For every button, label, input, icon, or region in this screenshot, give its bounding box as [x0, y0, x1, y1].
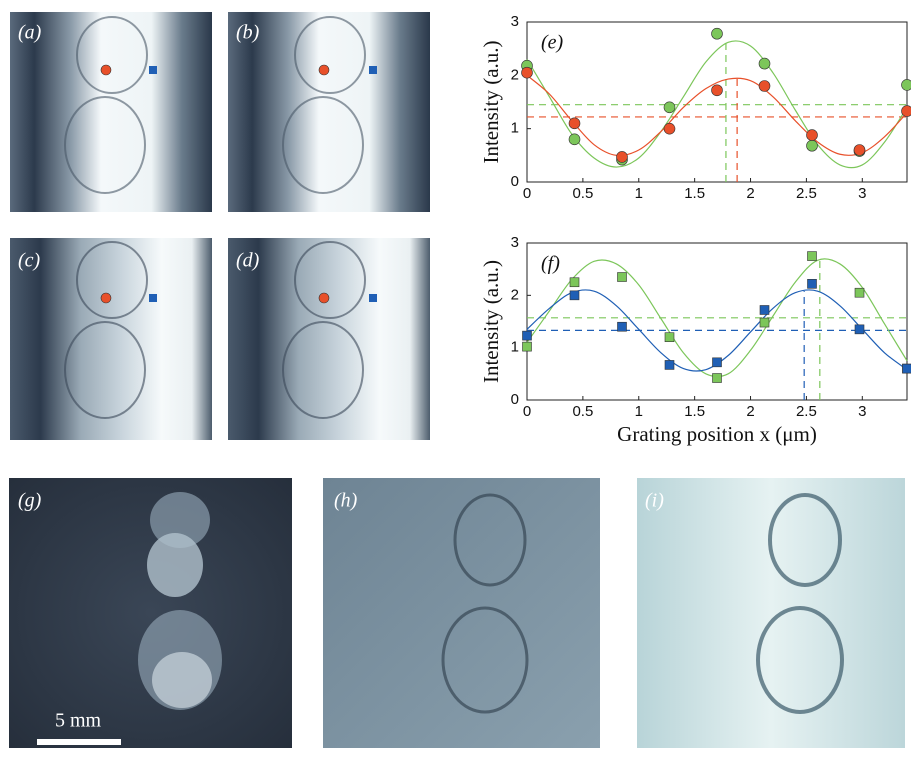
y-tick-label: 3 — [511, 13, 519, 30]
data-point — [618, 322, 627, 331]
data-point — [570, 278, 579, 287]
data-point — [759, 81, 770, 92]
x-tick-label: 0 — [523, 185, 531, 202]
data-point — [902, 79, 911, 90]
y-tick-label: 1 — [511, 339, 519, 356]
data-point — [902, 106, 911, 117]
chart-label: (f) — [541, 253, 560, 275]
image-h — [323, 478, 600, 748]
x-tick-label: 3 — [858, 403, 866, 420]
x-axis-label: Grating position x (μm) — [617, 422, 817, 446]
x-tick-label: 0.5 — [572, 185, 593, 202]
x-tick-label: 1.5 — [684, 403, 705, 420]
figure: (a) (b) (c) (d) (g) (h) (i) 5 mm 0 0.5 1 1.… — [0, 0, 911, 761]
x-tick-label: 3 — [858, 185, 866, 202]
panel-label: (c) — [18, 250, 41, 272]
x-tick-label: 0 — [523, 403, 531, 420]
data-point — [523, 342, 532, 351]
data-point — [854, 145, 865, 156]
x-tick-label: 2 — [746, 185, 754, 202]
plot-frame — [527, 22, 907, 182]
panel-label: (g) — [18, 490, 42, 512]
data-point — [855, 325, 864, 334]
panel-label: (d) — [236, 250, 260, 272]
data-point — [855, 288, 864, 297]
fit-line — [527, 41, 907, 168]
data-point — [808, 279, 817, 288]
data-point — [807, 130, 818, 141]
y-tick-label: 0 — [511, 391, 519, 408]
data-point — [807, 140, 818, 151]
y-tick-label: 0 — [511, 173, 519, 190]
image-c — [10, 238, 212, 440]
x-tick-label: 2.5 — [796, 403, 817, 420]
data-point — [712, 28, 723, 39]
x-tick-label: 0.5 — [572, 403, 593, 420]
x-tick-label: 1.5 — [684, 185, 705, 202]
panel-label: (i) — [645, 490, 664, 512]
data-point — [569, 118, 580, 129]
x-tick-label: 1 — [635, 403, 643, 420]
scale-bar-label: 5 mm — [55, 710, 102, 732]
y-axis-label: Intensity (a.u.) — [479, 260, 503, 383]
data-point — [713, 374, 722, 383]
image-g — [9, 478, 292, 748]
data-point — [569, 134, 580, 145]
panel-label: (a) — [18, 22, 42, 44]
y-axis-label: Intensity (a.u.) — [479, 40, 503, 163]
x-tick-label: 1 — [635, 185, 643, 202]
y-tick-label: 2 — [511, 286, 519, 303]
page: {"panels": {"a": "(a)", "b": "(b)", "c":… — [0, 0, 911, 766]
data-point — [665, 333, 674, 342]
panel-label: (b) — [236, 22, 260, 44]
data-point — [523, 331, 532, 340]
data-point — [617, 151, 628, 162]
data-point — [522, 67, 533, 78]
data-point — [618, 273, 627, 282]
x-tick-label: 2 — [746, 403, 754, 420]
y-tick-label: 2 — [511, 66, 519, 83]
data-point — [759, 58, 770, 69]
data-point — [903, 364, 911, 373]
data-point — [664, 123, 675, 134]
data-point — [808, 252, 817, 261]
data-point — [665, 360, 674, 369]
y-tick-label: 3 — [511, 234, 519, 251]
panel-label: (h) — [334, 490, 358, 512]
data-point — [760, 305, 769, 314]
data-point — [712, 85, 723, 96]
y-tick-label: 1 — [511, 120, 519, 137]
data-point — [760, 318, 769, 327]
data-point — [713, 358, 722, 367]
x-tick-label: 2.5 — [796, 185, 817, 202]
image-i — [637, 478, 905, 748]
data-point — [570, 291, 579, 300]
data-point — [664, 102, 675, 113]
chart-label: (e) — [541, 32, 564, 54]
